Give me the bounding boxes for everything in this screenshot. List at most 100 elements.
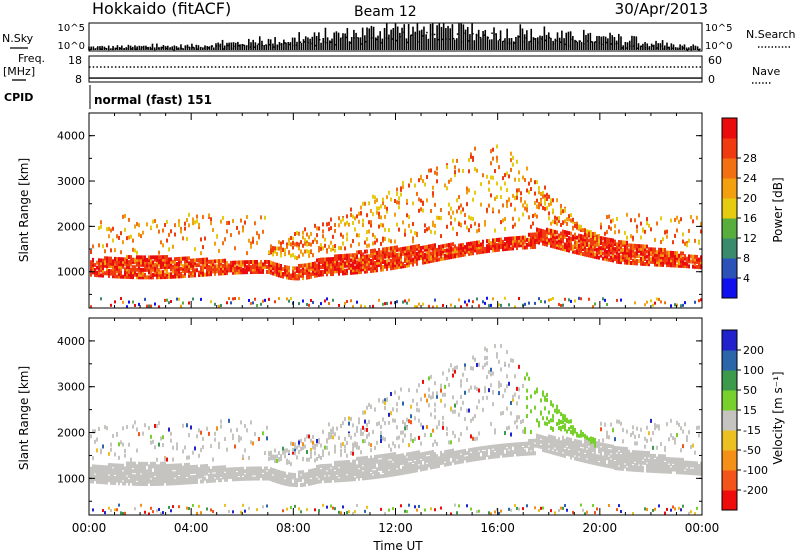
scatter-cell <box>652 254 654 259</box>
scatter-cell <box>232 260 234 265</box>
scatter-cell <box>232 433 234 438</box>
scatter-cell <box>656 252 658 257</box>
nsearch-point <box>464 32 466 35</box>
nsearch-point <box>196 48 198 50</box>
scatter-cell <box>300 475 302 480</box>
scatter-cell <box>468 249 470 254</box>
scatter-cell <box>298 276 300 281</box>
scatter-cell <box>312 264 314 269</box>
scatter-cell <box>642 227 644 232</box>
scatter-cell <box>294 242 296 247</box>
scatter-cell <box>646 249 648 254</box>
scatter-cell <box>402 401 404 406</box>
scatter-cell <box>112 226 114 231</box>
scatter-cell <box>632 253 634 258</box>
scatter-cell <box>144 464 146 469</box>
scatter-cell <box>558 243 560 248</box>
scatter-cell <box>98 263 100 268</box>
scatter-cell <box>400 264 402 269</box>
scatter-cell <box>98 479 100 484</box>
scatter-cell <box>340 232 342 237</box>
scatter-cell <box>318 262 320 267</box>
scatter-cell <box>600 225 602 230</box>
scatter-cell <box>444 457 446 462</box>
scatter-cell <box>234 444 236 449</box>
scatter-cell <box>328 476 330 481</box>
scatter-cell <box>378 248 380 253</box>
scatter-cell <box>306 270 308 275</box>
scatter-cell <box>102 266 104 271</box>
scatter-cell <box>678 256 680 261</box>
scatter-cell <box>212 468 214 473</box>
scatter-cell <box>368 229 370 234</box>
scatter-cell <box>320 474 322 479</box>
scatter-cell <box>388 261 390 266</box>
scatter-cell <box>118 259 120 264</box>
scatter-cell <box>306 232 308 237</box>
scatter-cell <box>384 437 386 442</box>
scatter-cell <box>132 464 134 469</box>
scatter-cell <box>364 249 366 254</box>
scatter-cell <box>166 479 168 484</box>
scatter-cell <box>352 263 354 268</box>
scatter-cell <box>442 256 444 261</box>
scatter-cell <box>534 244 536 249</box>
scatter-cell <box>344 470 346 475</box>
scatter-cell <box>130 255 132 260</box>
scatter-cell <box>542 205 544 210</box>
scatter-cell <box>644 244 646 249</box>
scatter-cell <box>566 243 568 248</box>
scatter-cell <box>360 252 362 257</box>
scatter-cell <box>282 240 284 245</box>
scatter-cell <box>338 460 340 465</box>
nsearch-point <box>422 35 424 37</box>
scatter-cell <box>530 242 532 247</box>
scatter-cell <box>558 235 560 240</box>
scatter-cell <box>470 244 472 249</box>
scatter-cell <box>334 256 336 261</box>
nsearch-point <box>284 42 286 44</box>
scatter-cell <box>130 471 132 476</box>
scatter-cell <box>132 469 134 474</box>
scatter-cell <box>150 267 152 272</box>
scatter-cell <box>398 255 400 260</box>
scatter-cell <box>682 261 684 266</box>
scatter-cell <box>388 254 390 259</box>
scatter-cell <box>180 478 182 483</box>
scatter-cell <box>102 444 104 449</box>
scatter-cell <box>222 271 224 276</box>
nsearch-point <box>506 42 509 44</box>
scatter-cell <box>484 246 486 251</box>
scatter-cell <box>596 242 598 247</box>
scatter-cell <box>252 239 254 244</box>
scatter-cell <box>228 265 230 270</box>
scatter-cell <box>238 435 240 440</box>
scatter-cell <box>188 212 190 217</box>
scatter-cell <box>156 275 158 280</box>
scatter-cell <box>144 469 146 474</box>
scatter-cell <box>382 453 384 458</box>
scatter-cell <box>388 420 390 425</box>
scatter-cell <box>304 482 306 487</box>
scatter-cell <box>568 248 570 253</box>
scatter-cell <box>308 253 310 258</box>
scatter-cell <box>130 469 132 474</box>
scatter-cell <box>208 259 210 264</box>
scatter-cell <box>330 259 332 264</box>
scatter-cell <box>286 474 288 479</box>
scatter-cell <box>448 248 450 253</box>
scatter-cell <box>456 209 458 214</box>
scatter-cell <box>230 263 232 268</box>
scatter-cell <box>406 213 408 218</box>
scatter-cell <box>308 457 310 462</box>
scatter-cell <box>278 273 280 278</box>
scatter-cell <box>116 465 118 470</box>
scatter-cell <box>310 481 312 486</box>
scatter-cell <box>272 266 274 271</box>
scatter-cell <box>418 256 420 261</box>
scatter-cell <box>190 475 192 480</box>
scatter-cell <box>412 451 414 456</box>
scatter-cell <box>294 255 296 260</box>
scatter-cell <box>260 269 262 274</box>
scatter-cell <box>380 267 382 272</box>
